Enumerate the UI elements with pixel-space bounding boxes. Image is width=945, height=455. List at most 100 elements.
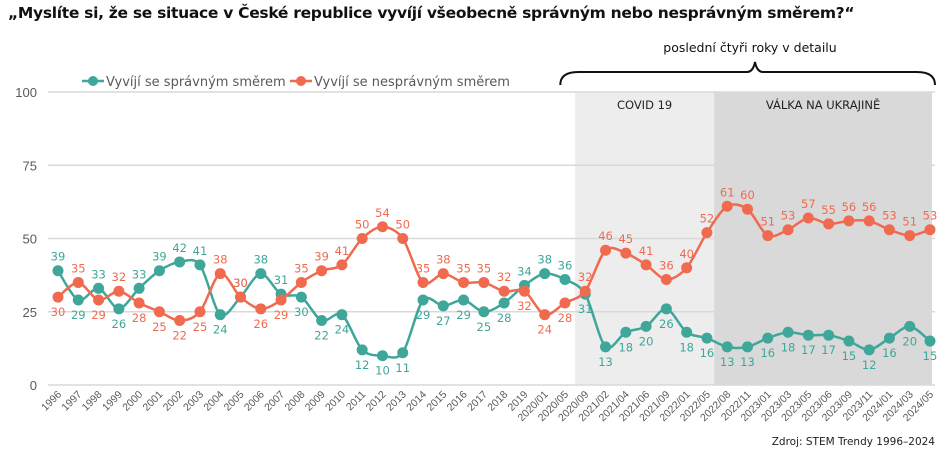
- data-label-wrong: 30: [233, 276, 248, 290]
- data-point-wrong: [194, 306, 206, 318]
- data-point-right: [458, 294, 470, 306]
- data-label-right: 26: [659, 317, 674, 331]
- data-point-wrong: [356, 233, 368, 244]
- data-label-right: 20: [902, 334, 917, 348]
- data-label-wrong: 28: [558, 311, 573, 325]
- x-tick-label: 2007: [262, 389, 287, 414]
- data-point-right: [478, 306, 490, 318]
- source-note: Zdroj: STEM Trendy 1996–2024: [771, 436, 935, 448]
- x-tick-label: 2013: [384, 389, 409, 414]
- data-label-wrong: 28: [132, 311, 147, 325]
- data-label-right: 12: [355, 358, 370, 372]
- data-point-wrong: [72, 276, 84, 288]
- legend-label: Vyvíjí se nesprávným směrem: [314, 75, 510, 90]
- data-label-wrong: 41: [335, 244, 350, 258]
- data-label-right: 26: [112, 317, 127, 331]
- data-point-wrong: [397, 233, 409, 244]
- data-point-right: [762, 332, 774, 344]
- data-point-right: [72, 294, 84, 306]
- band-label: VÁLKA NA UKRAJINĚ: [766, 97, 880, 112]
- data-label-right: 13: [598, 355, 613, 369]
- data-label-right: 13: [720, 355, 735, 369]
- x-tick-label: 2008: [282, 389, 307, 414]
- data-point-wrong: [52, 291, 64, 303]
- x-tick-label: 2018: [485, 389, 510, 414]
- data-point-wrong: [295, 276, 307, 288]
- data-label-wrong: 36: [659, 259, 674, 273]
- data-point-wrong: [823, 218, 835, 230]
- curly-brace: [559, 61, 936, 86]
- legend-marker: [88, 76, 98, 86]
- data-label-right: 10: [375, 364, 390, 378]
- data-point-wrong: [721, 200, 733, 212]
- data-label-wrong: 53: [781, 209, 796, 223]
- data-label-right: 24: [213, 323, 228, 337]
- data-label-right: 27: [436, 314, 451, 328]
- data-label-right: 38: [253, 253, 268, 267]
- data-point-wrong: [275, 294, 287, 306]
- data-label-wrong: 32: [112, 270, 127, 284]
- data-label-wrong: 51: [902, 215, 917, 229]
- data-label-right: 16: [700, 346, 715, 360]
- data-point-wrong: [883, 224, 895, 236]
- data-point-right: [924, 335, 936, 347]
- data-label-right: 30: [233, 276, 248, 290]
- data-label-wrong: 35: [294, 261, 309, 275]
- data-point-wrong: [255, 303, 267, 315]
- data-label-right: 17: [801, 343, 816, 357]
- x-tick-label: 2017: [465, 389, 490, 414]
- data-point-wrong: [518, 285, 530, 297]
- data-label-right: 41: [193, 244, 208, 258]
- data-label-right: 13: [740, 355, 755, 369]
- data-point-wrong: [802, 212, 814, 224]
- data-point-wrong: [762, 230, 774, 242]
- data-point-wrong: [904, 230, 916, 242]
- data-point-right: [559, 274, 571, 286]
- x-tick-label: 2004: [201, 389, 226, 414]
- data-label-wrong: 25: [152, 320, 167, 334]
- data-label-right: 31: [578, 302, 593, 316]
- gridlines: [48, 91, 935, 386]
- data-label-wrong: 25: [193, 320, 208, 334]
- data-label-right: 15: [923, 349, 938, 363]
- x-tick-label: 2006: [242, 389, 267, 414]
- y-tick-label: 100: [15, 85, 37, 100]
- data-label-wrong: 35: [477, 261, 492, 275]
- data-point-right: [741, 341, 753, 353]
- data-label-right: 22: [314, 329, 329, 343]
- data-label-wrong: 61: [720, 185, 735, 199]
- x-tick-label: 1999: [100, 389, 125, 414]
- data-label-right: 18: [781, 340, 796, 354]
- data-point-wrong: [701, 227, 713, 239]
- data-point-right: [620, 326, 632, 338]
- data-point-wrong: [458, 276, 470, 288]
- data-point-right: [701, 332, 713, 344]
- y-tick-label: 75: [23, 158, 37, 173]
- data-point-wrong: [214, 268, 226, 280]
- data-label-right: 31: [274, 273, 289, 287]
- data-point-right: [498, 297, 510, 309]
- data-point-right: [376, 350, 388, 362]
- data-point-wrong: [113, 285, 125, 297]
- data-label-wrong: 56: [862, 200, 877, 214]
- data-label-wrong: 32: [497, 270, 512, 284]
- data-point-wrong: [235, 291, 247, 303]
- data-point-right: [295, 291, 307, 303]
- data-label-wrong: 45: [618, 232, 633, 246]
- data-label-right: 42: [172, 241, 187, 255]
- chart-title: „Myslíte si, že se situace v České repub…: [8, 4, 855, 22]
- y-tick-label: 25: [23, 305, 37, 320]
- data-label-wrong: 38: [213, 253, 228, 267]
- x-tick-label: 1996: [39, 389, 64, 414]
- data-point-right: [660, 303, 672, 315]
- x-tick-label: 2005: [222, 389, 247, 414]
- data-point-right: [802, 329, 814, 341]
- band-label: COVID 19: [617, 98, 672, 112]
- data-point-wrong: [782, 224, 794, 236]
- y-tick-label: 50: [23, 232, 37, 247]
- data-label-wrong: 54: [375, 206, 390, 220]
- data-label-right: 12: [862, 358, 877, 372]
- data-point-right: [214, 309, 226, 321]
- data-label-right: 16: [760, 346, 775, 360]
- data-label-wrong: 39: [314, 250, 329, 264]
